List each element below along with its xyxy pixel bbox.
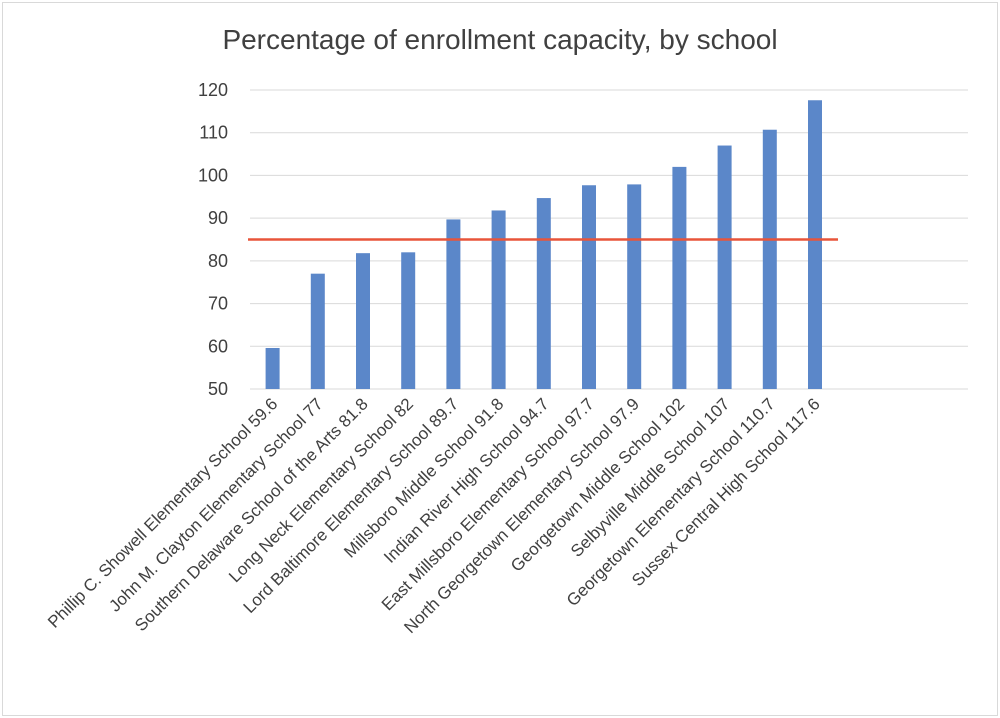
y-tick-label: 120	[198, 80, 228, 100]
bar	[265, 347, 280, 389]
bar	[717, 145, 732, 389]
bar	[356, 253, 370, 389]
y-tick-label: 70	[208, 294, 228, 314]
chart-title: Percentage of enrollment capacity, by sc…	[222, 24, 778, 55]
bar	[491, 210, 506, 389]
x-category-label: Georgetown Elementary School 110.7	[563, 394, 779, 610]
x-category-label: Indian River High School 94.7	[380, 394, 552, 566]
bars	[265, 100, 822, 389]
y-tick-label: 60	[208, 336, 228, 356]
y-tick-label: 100	[198, 165, 228, 185]
bar	[808, 100, 822, 389]
bar	[536, 198, 551, 389]
bar	[446, 219, 461, 389]
bar	[310, 273, 325, 389]
bar	[401, 252, 416, 389]
bar	[672, 166, 687, 389]
y-axis-tick-labels: 50 60 70 80 90 100 110 120	[198, 80, 228, 399]
bar	[762, 129, 777, 389]
y-tick-label: 90	[208, 208, 228, 228]
x-axis-category-labels: Phillip C. Showell Elementary School 59.…	[44, 394, 824, 637]
y-tick-label: 110	[199, 123, 228, 143]
bar	[627, 184, 642, 389]
bar	[582, 185, 596, 389]
y-tick-label: 50	[208, 379, 228, 399]
y-tick-label: 80	[208, 251, 228, 271]
